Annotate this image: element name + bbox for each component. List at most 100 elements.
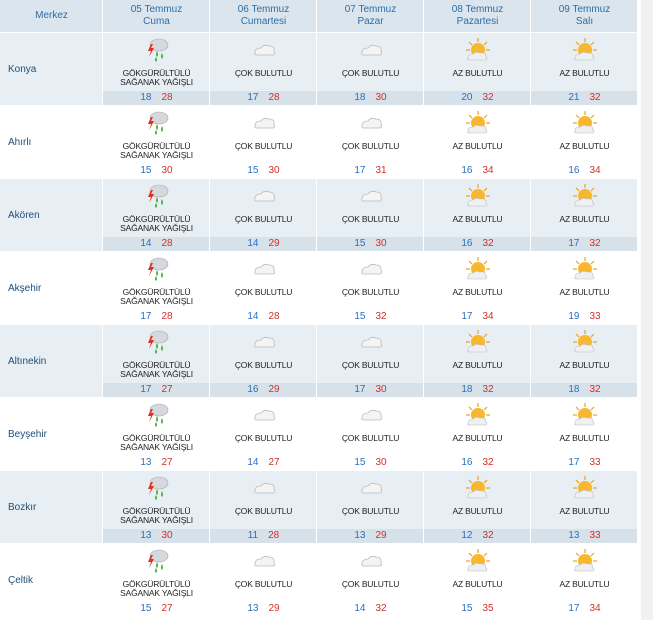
max-temp: 29 [268,603,280,614]
partly-cloudy-icon [572,476,597,499]
condition: AZ BULUTLU [559,360,610,370]
day-date: 05 Temmuz [130,4,183,15]
column-divider [530,0,531,617]
condition: AZ BULUTLU [559,287,610,297]
partly-cloudy-icon [465,111,490,134]
min-temp: 14 [247,311,259,322]
partly-cloudy-icon [572,184,597,207]
min-temp: 13 [568,530,580,541]
max-temp: 33 [589,530,601,541]
condition: AZ BULUTLU [452,506,503,516]
day-date: 09 Temmuz [558,4,611,15]
day-name: Cumartesi [240,16,287,27]
storm-icon [147,257,168,281]
min-temp: 18 [461,384,473,395]
max-temp: 32 [589,238,601,249]
day-date: 06 Temmuz [237,4,290,15]
forecast-cell: ÇOK BULUTLU 14 27 [210,398,317,470]
cloudy-icon [360,482,382,494]
storm-icon [147,111,168,135]
storm-icon [147,403,168,427]
day-name: Cuma [143,16,170,27]
cloudy-icon [253,117,275,129]
partly-cloudy-icon [465,330,490,353]
condition: GÖKGÜRÜLTÜLÜ SAĞANAK YAĞIŞLI [120,214,193,233]
min-temp: 17 [568,603,580,614]
day-name: Pazartesi [456,16,499,27]
forecast-cell: ÇOK BULUTLU 17 28 [210,33,317,105]
cloudy-icon [360,117,382,129]
forecast-cell: AZ BULUTLU 18 32 [531,325,638,397]
day-header: 08 Temmuz Pazartesi [424,0,531,32]
city-name: Konya [0,33,103,105]
forecast-cell: ÇOK BULUTLU 14 29 [210,179,317,251]
temperatures: 17 33 [531,456,638,470]
partly-cloudy-icon [572,111,597,134]
min-temp: 16 [247,384,259,395]
scrollbar[interactable] [641,0,653,620]
condition: GÖKGÜRÜLTÜLÜ SAĞANAK YAĞIŞLI [120,141,193,160]
cloudy-icon [253,336,275,348]
cloudy-icon [253,44,275,56]
min-temp: 13 [140,530,152,541]
forecast-cell: ÇOK BULUTLU 18 30 [317,33,424,105]
min-temp: 18 [140,92,152,103]
forecast-cell: AZ BULUTLU 17 34 [531,544,638,616]
forecast-cell: ÇOK BULUTLU 14 32 [317,544,424,616]
day-name: Pazar [357,16,384,27]
column-divider [316,0,317,617]
min-temp: 16 [461,457,473,468]
condition: ÇOK BULUTLU [234,141,293,151]
temperatures: 20 32 [424,91,531,105]
temperatures: 16 29 [210,383,317,397]
min-temp: 17 [247,92,259,103]
condition: ÇOK BULUTLU [234,68,293,78]
partly-cloudy-icon [572,257,597,280]
forecast-cell: ÇOK BULUTLU 11 28 [210,471,317,543]
min-temp: 20 [461,92,473,103]
city-name: Beyşehir [0,398,103,470]
day-header: 05 Temmuz Cuma [103,0,210,32]
max-temp: 28 [161,92,173,103]
max-temp: 32 [589,384,601,395]
max-temp: 34 [482,311,494,322]
forecast-cell: ÇOK BULUTLU 13 29 [210,544,317,616]
cloudy-icon [360,555,382,567]
condition: ÇOK BULUTLU [341,68,400,78]
temperatures: 16 32 [424,456,531,470]
temperatures: 14 28 [210,310,317,324]
max-temp: 32 [375,603,387,614]
condition: ÇOK BULUTLU [341,579,400,589]
max-temp: 29 [375,530,387,541]
forecast-cell: GÖKGÜRÜLTÜLÜ SAĞANAK YAĞIŞLI 13 30 [103,471,210,543]
forecast-cell: AZ BULUTLU 16 34 [424,106,531,178]
forecast-cell: AZ BULUTLU 16 32 [424,179,531,251]
min-temp: 15 [461,603,473,614]
max-temp: 30 [375,384,387,395]
min-temp: 14 [247,457,259,468]
storm-icon [147,330,168,354]
max-temp: 27 [161,457,173,468]
condition: GÖKGÜRÜLTÜLÜ SAĞANAK YAĞIŞLI [120,579,193,598]
temperatures: 14 29 [210,237,317,251]
temperatures: 15 35 [424,602,531,616]
condition: GÖKGÜRÜLTÜLÜ SAĞANAK YAĞIŞLI [120,506,193,525]
temperatures: 13 33 [531,529,638,543]
forecast-cell: AZ BULUTLU 19 33 [531,252,638,324]
condition: GÖKGÜRÜLTÜLÜ SAĞANAK YAĞIŞLI [120,433,193,452]
condition: ÇOK BULUTLU [341,141,400,151]
temperatures: 14 32 [317,602,424,616]
cloudy-icon [253,409,275,421]
condition: AZ BULUTLU [452,287,503,297]
max-temp: 31 [375,165,387,176]
column-divider [209,0,210,617]
cloudy-icon [360,263,382,275]
condition: AZ BULUTLU [559,214,610,224]
forecast-cell: AZ BULUTLU 21 32 [531,33,638,105]
forecast-cell: AZ BULUTLU 17 33 [531,398,638,470]
day-header: 06 Temmuz Cumartesi [210,0,317,32]
partly-cloudy-icon [465,476,490,499]
max-temp: 27 [161,603,173,614]
min-temp: 15 [247,165,259,176]
max-temp: 32 [482,384,494,395]
